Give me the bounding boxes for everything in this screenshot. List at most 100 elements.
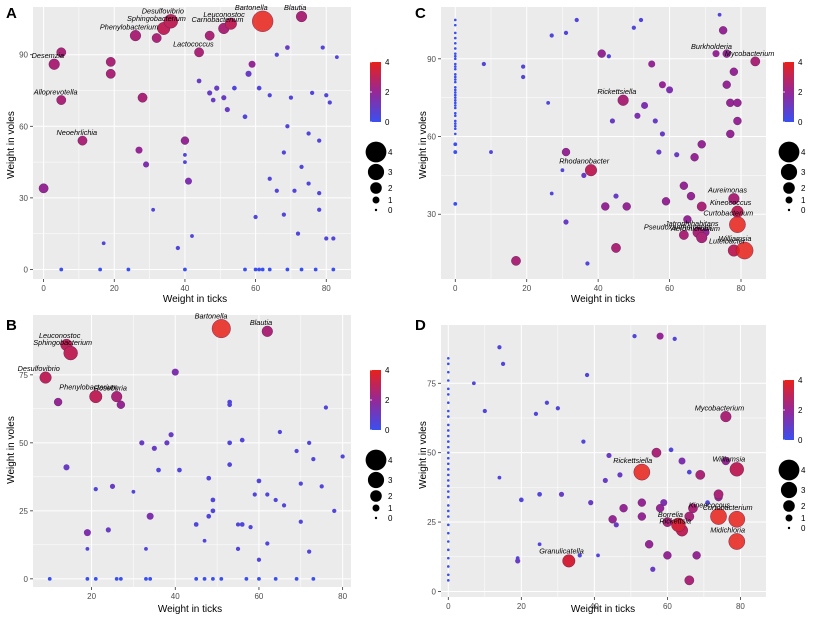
data-point [83, 529, 91, 537]
point-label: Roseburia [94, 383, 127, 392]
data-point [544, 400, 550, 405]
color-legend-label: 4 [798, 58, 803, 67]
data-point [261, 325, 273, 337]
data-point [546, 100, 551, 105]
data-point [163, 14, 178, 29]
data-point [728, 193, 740, 205]
data-point [277, 429, 282, 435]
data-point [206, 475, 212, 481]
size-legend-label: 3 [801, 486, 806, 495]
data-point [652, 118, 658, 124]
x-axis-title: Weight in ticks [571, 604, 635, 615]
data-point [453, 132, 457, 136]
data-point [85, 576, 90, 581]
data-point [244, 576, 249, 581]
data-point [533, 411, 539, 416]
panel-letter: D [415, 317, 426, 334]
point-label: Mycobacterium [695, 403, 744, 412]
data-point [637, 498, 647, 507]
data-point [447, 445, 450, 449]
size-legend-swatch [783, 182, 795, 194]
data-point [194, 47, 204, 58]
data-point [447, 362, 450, 366]
point-label: Borrelia [658, 510, 683, 519]
data-point [453, 78, 457, 81]
data-point [243, 267, 247, 272]
data-point [239, 437, 245, 443]
data-point [447, 531, 450, 535]
data-point [617, 94, 629, 106]
size-legend-swatch [778, 141, 800, 163]
data-point [656, 332, 664, 340]
data-point [256, 478, 262, 484]
data-point [453, 119, 457, 123]
data-point [256, 85, 262, 91]
data-point [248, 525, 253, 530]
data-point [447, 462, 450, 466]
data-point [733, 116, 742, 126]
size-legend-label: 3 [801, 168, 806, 177]
size-legend-swatch [367, 471, 385, 489]
data-point [650, 566, 656, 572]
data-point [202, 538, 207, 543]
data-point [257, 267, 262, 272]
data-point [294, 576, 299, 581]
data-point [602, 477, 608, 484]
size-legend-label: 1 [801, 514, 806, 523]
y-tick-label: 50 [19, 439, 28, 448]
data-point [265, 541, 270, 546]
x-tick-label: 60 [665, 284, 674, 293]
data-point [721, 456, 730, 466]
point-label: Blautia [250, 318, 272, 327]
color-legend-label: 4 [385, 58, 390, 67]
data-point [59, 267, 64, 272]
data-point [606, 452, 612, 459]
point-label: Leuconostoc [203, 10, 245, 19]
data-point [93, 486, 98, 492]
x-axis-title: Weight in ticks [163, 294, 227, 305]
data-point [211, 576, 215, 581]
data-point [683, 215, 692, 224]
data-point [688, 503, 698, 514]
point-label: Curtobacterium [703, 209, 753, 218]
data-point [190, 234, 194, 238]
data-point [207, 90, 213, 96]
data-point [684, 575, 695, 586]
data-point [686, 469, 692, 475]
data-point [632, 333, 637, 339]
size-legend-label: 1 [801, 196, 806, 205]
color-legend-label: 0 [385, 118, 390, 127]
data-point [48, 58, 60, 70]
data-point [733, 98, 742, 108]
data-point [563, 219, 569, 225]
data-point [453, 52, 457, 55]
data-point [447, 495, 450, 499]
data-point [447, 579, 450, 582]
x-tick-label: 80 [736, 602, 745, 611]
data-point [317, 190, 322, 196]
data-point [596, 553, 600, 558]
y-axis-title: Weight in voles [6, 416, 17, 484]
data-point [109, 483, 116, 489]
x-tick-label: 0 [41, 284, 46, 293]
data-point [521, 64, 526, 69]
x-tick-label: 60 [251, 284, 260, 293]
data-point [729, 216, 746, 233]
point-label: Mycobacterium [725, 49, 774, 58]
point-label: Blautia [284, 3, 306, 12]
data-point [235, 546, 241, 552]
data-point [327, 100, 332, 105]
data-point [53, 397, 63, 407]
data-point [183, 267, 187, 272]
data-point [295, 231, 301, 236]
x-axis-title: Weight in ticks [571, 294, 635, 305]
data-point [294, 448, 299, 454]
data-point [447, 429, 450, 432]
point-label: Kineococcus [710, 198, 752, 207]
data-point [194, 576, 199, 581]
data-point [613, 522, 619, 528]
data-point [728, 533, 746, 550]
data-point [183, 153, 187, 157]
data-point [722, 49, 731, 58]
data-point [98, 267, 103, 272]
